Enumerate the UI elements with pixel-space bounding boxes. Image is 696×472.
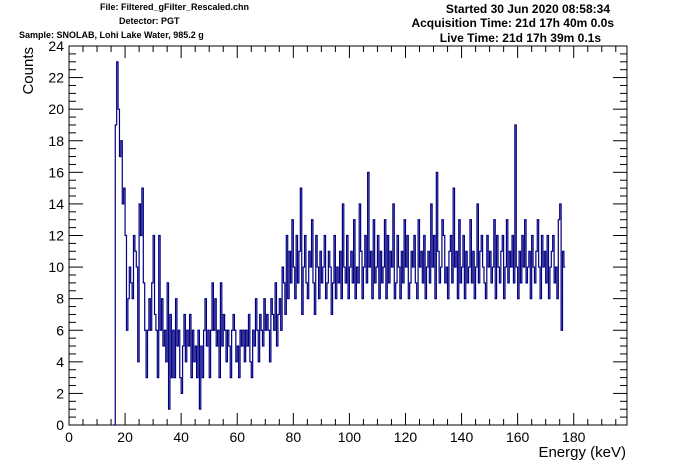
x-tick-label: 20 — [117, 429, 133, 445]
y-tick-label: 16 — [48, 164, 64, 180]
live-time-label: Live Time: 21d 17h 39m 0.1s — [439, 31, 601, 45]
sample-label: Sample: SNOLAB, Lohi Lake Water, 985.2 g — [19, 30, 204, 40]
y-tick-label: 2 — [56, 385, 64, 401]
acquisition-time-label: Acquisition Time: 21d 17h 40m 0.0s — [411, 16, 614, 30]
y-tick-label: 4 — [56, 354, 64, 370]
start-time-label: Started 30 Jun 2020 08:58:34 — [445, 2, 610, 16]
file-name-label: File: Filtered_gFilter_Rescaled.chn — [100, 2, 250, 12]
y-tick-label: 10 — [48, 259, 64, 275]
detector-label: Detector: PGT — [119, 16, 180, 26]
x-tick-label: 100 — [338, 429, 362, 445]
y-tick-label: 14 — [48, 196, 64, 212]
x-tick-label: 120 — [394, 429, 418, 445]
x-axis-title: Energy (keV) — [538, 444, 626, 461]
y-axis-title: Counts — [20, 47, 37, 95]
y-tick-label: 8 — [56, 291, 64, 307]
counts-series-line — [113, 61, 566, 426]
x-tick-label: 180 — [562, 429, 586, 445]
histogram-plot: 0 20 40 60 80 100 120 140 160 1800246810121416182… — [48, 38, 628, 445]
x-tick-label: 60 — [229, 429, 245, 445]
y-tick-label: 20 — [48, 101, 64, 117]
y-tick-label: 12 — [48, 228, 64, 244]
y-tick-label: 0 — [56, 417, 64, 433]
y-tick-label: 18 — [48, 133, 64, 149]
x-tick-label: 0 — [65, 429, 73, 445]
x-tick-label: 40 — [173, 429, 189, 445]
x-tick-label: 140 — [450, 429, 474, 445]
y-tick-label: 24 — [48, 38, 64, 54]
x-tick-label: 160 — [506, 429, 530, 445]
y-tick-label: 6 — [56, 322, 64, 338]
x-tick-label: 80 — [286, 429, 302, 445]
y-tick-label: 22 — [48, 70, 64, 86]
